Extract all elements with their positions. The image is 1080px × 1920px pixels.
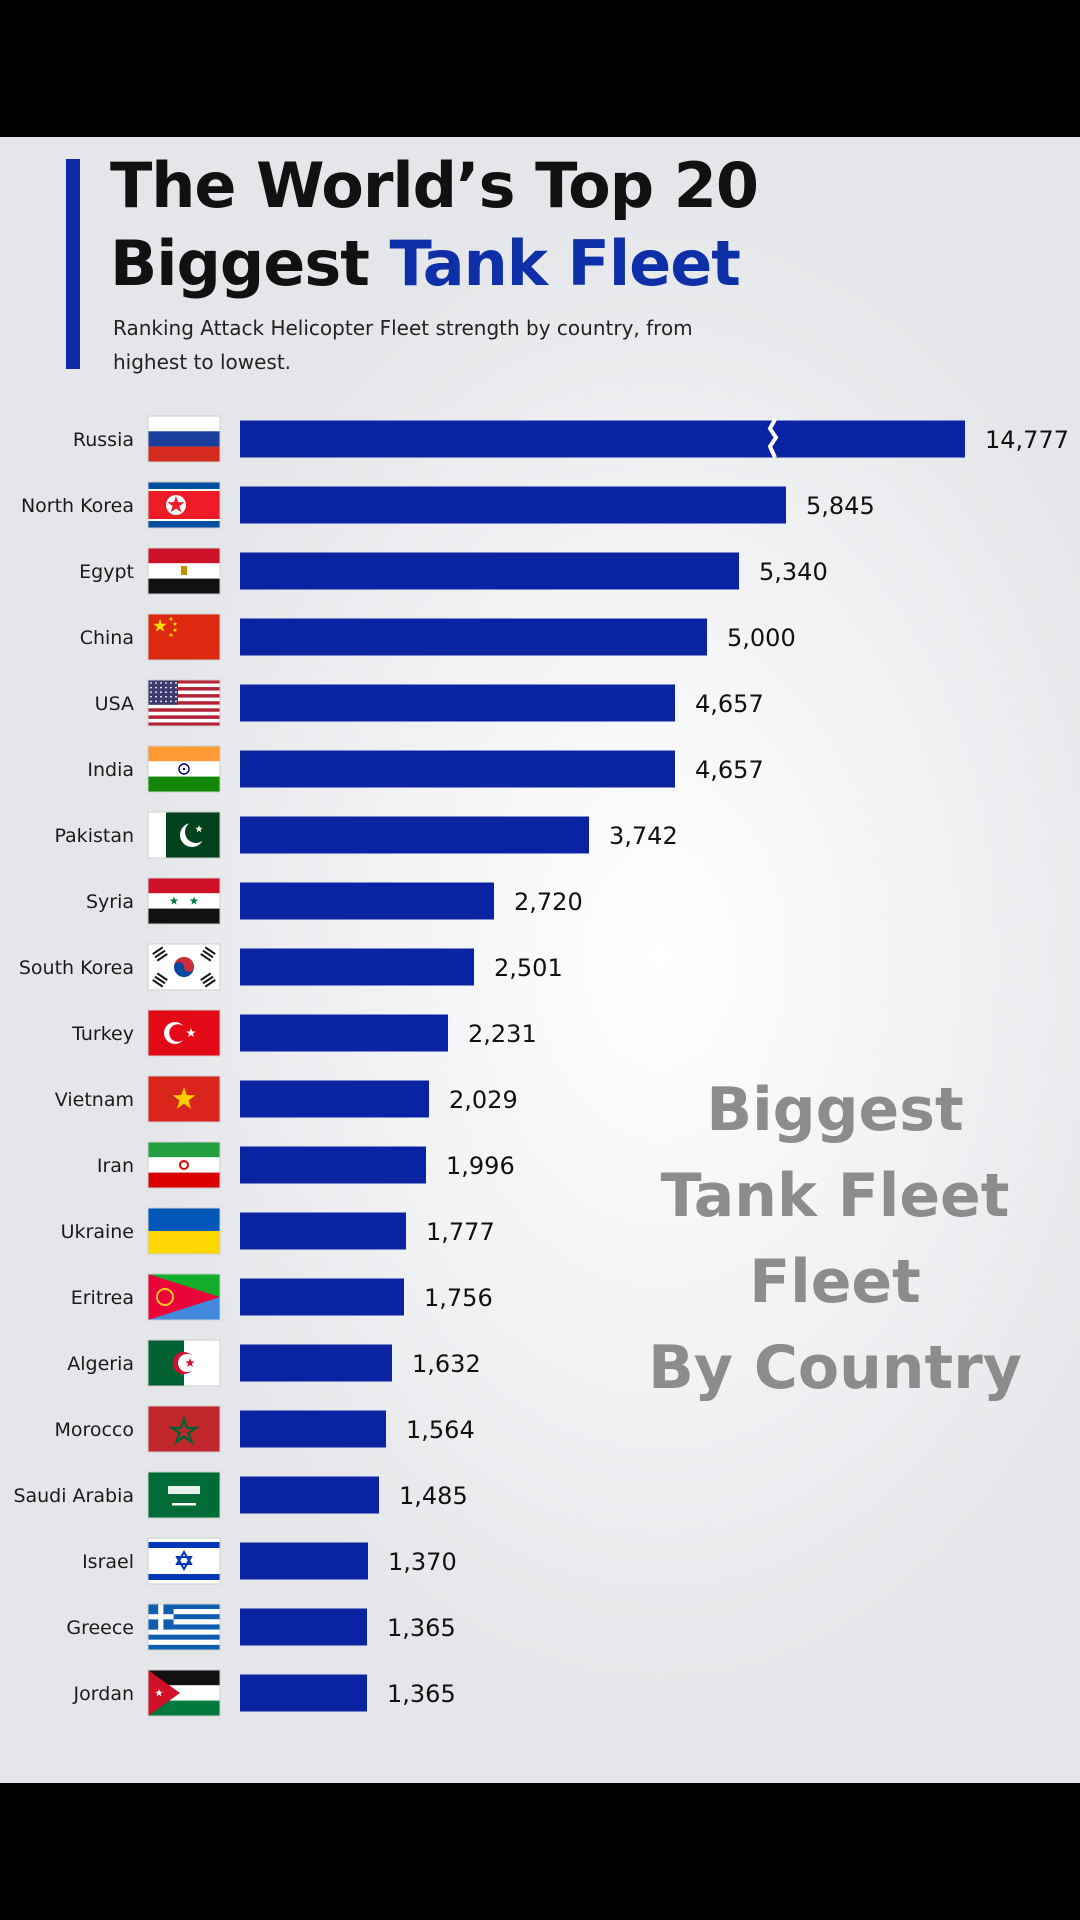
country-label: USA (95, 693, 134, 715)
title-line-2-highlight: Tank Fleet (389, 227, 740, 300)
value-label: 1,996 (446, 1152, 515, 1180)
egypt-flag-icon (148, 548, 220, 594)
greece-flag-icon (148, 1604, 220, 1650)
iran-flag-icon (148, 1142, 220, 1188)
bar (240, 1542, 368, 1580)
bar (240, 1410, 386, 1448)
bar (240, 1080, 429, 1118)
bar (240, 750, 675, 788)
bar (240, 1014, 448, 1052)
bar (240, 1278, 404, 1316)
bar (240, 1146, 426, 1184)
watermark-line-2: Tank Fleet (660, 1161, 1010, 1231)
morocco-flag-icon (148, 1406, 220, 1452)
axis-break-mark (767, 418, 779, 459)
vietnam-flag-icon (148, 1076, 220, 1122)
country-label: Saudi Arabia (13, 1485, 134, 1507)
country-label: Pakistan (54, 825, 134, 847)
title-line-2-black: Biggest (110, 227, 390, 300)
watermark-line-1: Biggest (706, 1075, 964, 1145)
pakistan-flag-icon (148, 812, 220, 858)
bar (240, 1608, 367, 1646)
value-label: 2,029 (449, 1086, 518, 1114)
watermark-text: Biggest Tank Fleet Fleet By Country (640, 1067, 1030, 1411)
watermark-line-4: By Country (648, 1333, 1022, 1403)
bar (240, 882, 494, 920)
country-label: Eritrea (71, 1287, 134, 1309)
saudi-arabia-flag-icon (148, 1472, 220, 1518)
country-label: North Korea (21, 495, 134, 517)
value-label: 1,370 (388, 1548, 457, 1576)
value-label: 2,501 (494, 954, 563, 982)
south-korea-flag-icon (148, 944, 220, 990)
country-label: China (80, 627, 134, 649)
china-flag-icon (148, 614, 220, 660)
value-label: 1,365 (387, 1614, 456, 1642)
country-label: Jordan (73, 1683, 134, 1705)
bar (240, 1674, 367, 1712)
value-label: 1,777 (426, 1218, 495, 1246)
russia-flag-icon (148, 416, 220, 462)
bar (240, 1344, 392, 1382)
value-label: 14,777 (985, 426, 1069, 454)
value-label: 1,485 (399, 1482, 468, 1510)
jordan-flag-icon (148, 1670, 220, 1716)
country-label: Turkey (71, 1023, 134, 1045)
algeria-flag-icon (148, 1340, 220, 1386)
page-title: The World’s Top 20 Biggest Tank Fleet (110, 147, 759, 303)
value-label: 1,632 (412, 1350, 481, 1378)
north-korea-flag-icon (148, 482, 220, 528)
bar (240, 948, 474, 986)
country-label: Syria (86, 891, 134, 913)
value-label: 2,720 (514, 888, 583, 916)
country-label: Egypt (79, 561, 134, 583)
country-label: Morocco (54, 1419, 134, 1441)
country-label: Vietnam (55, 1089, 134, 1111)
subtitle: Ranking Attack Helicopter Fleet strength… (113, 316, 693, 374)
bar (240, 552, 739, 590)
country-label: India (87, 759, 134, 781)
bar (240, 684, 675, 722)
turkey-flag-icon (148, 1010, 220, 1056)
country-label: Russia (73, 429, 134, 451)
value-label: 2,231 (468, 1020, 537, 1048)
value-label: 4,657 (695, 756, 764, 784)
value-label: 5,340 (759, 558, 828, 586)
value-label: 1,756 (424, 1284, 493, 1312)
country-label: South Korea (19, 957, 134, 979)
bar (240, 816, 589, 854)
country-label: Algeria (67, 1353, 134, 1375)
bar (240, 618, 707, 656)
country-label: Greece (66, 1617, 134, 1639)
value-label: 1,564 (406, 1416, 475, 1444)
watermark-line-3: Fleet (749, 1247, 921, 1317)
value-label: 1,365 (387, 1680, 456, 1708)
bar (240, 1476, 379, 1514)
value-label: 5,845 (806, 492, 875, 520)
title-accent-bar (66, 159, 80, 369)
value-label: 4,657 (695, 690, 764, 718)
country-label: Israel (82, 1551, 134, 1573)
bar (240, 486, 786, 524)
israel-flag-icon (148, 1538, 220, 1584)
syria-flag-icon (148, 878, 220, 924)
ukraine-flag-icon (148, 1208, 220, 1254)
usa-flag-icon (148, 680, 220, 726)
value-label: 3,742 (609, 822, 678, 850)
title-line-1: The World’s Top 20 (110, 149, 759, 222)
india-flag-icon (148, 746, 220, 792)
bar (240, 1212, 406, 1250)
bar-chart: Russia 14,777 North Korea 5,845 Egypt 5,340 Ch… (13, 415, 1069, 1717)
country-label: Ukraine (61, 1221, 134, 1243)
eritrea-flag-icon (148, 1274, 220, 1320)
bar (240, 420, 965, 458)
value-label: 5,000 (727, 624, 796, 652)
country-label: Iran (97, 1155, 134, 1177)
chart-card: The World’s Top 20 Biggest Tank Fleet Ra… (0, 137, 1080, 1783)
